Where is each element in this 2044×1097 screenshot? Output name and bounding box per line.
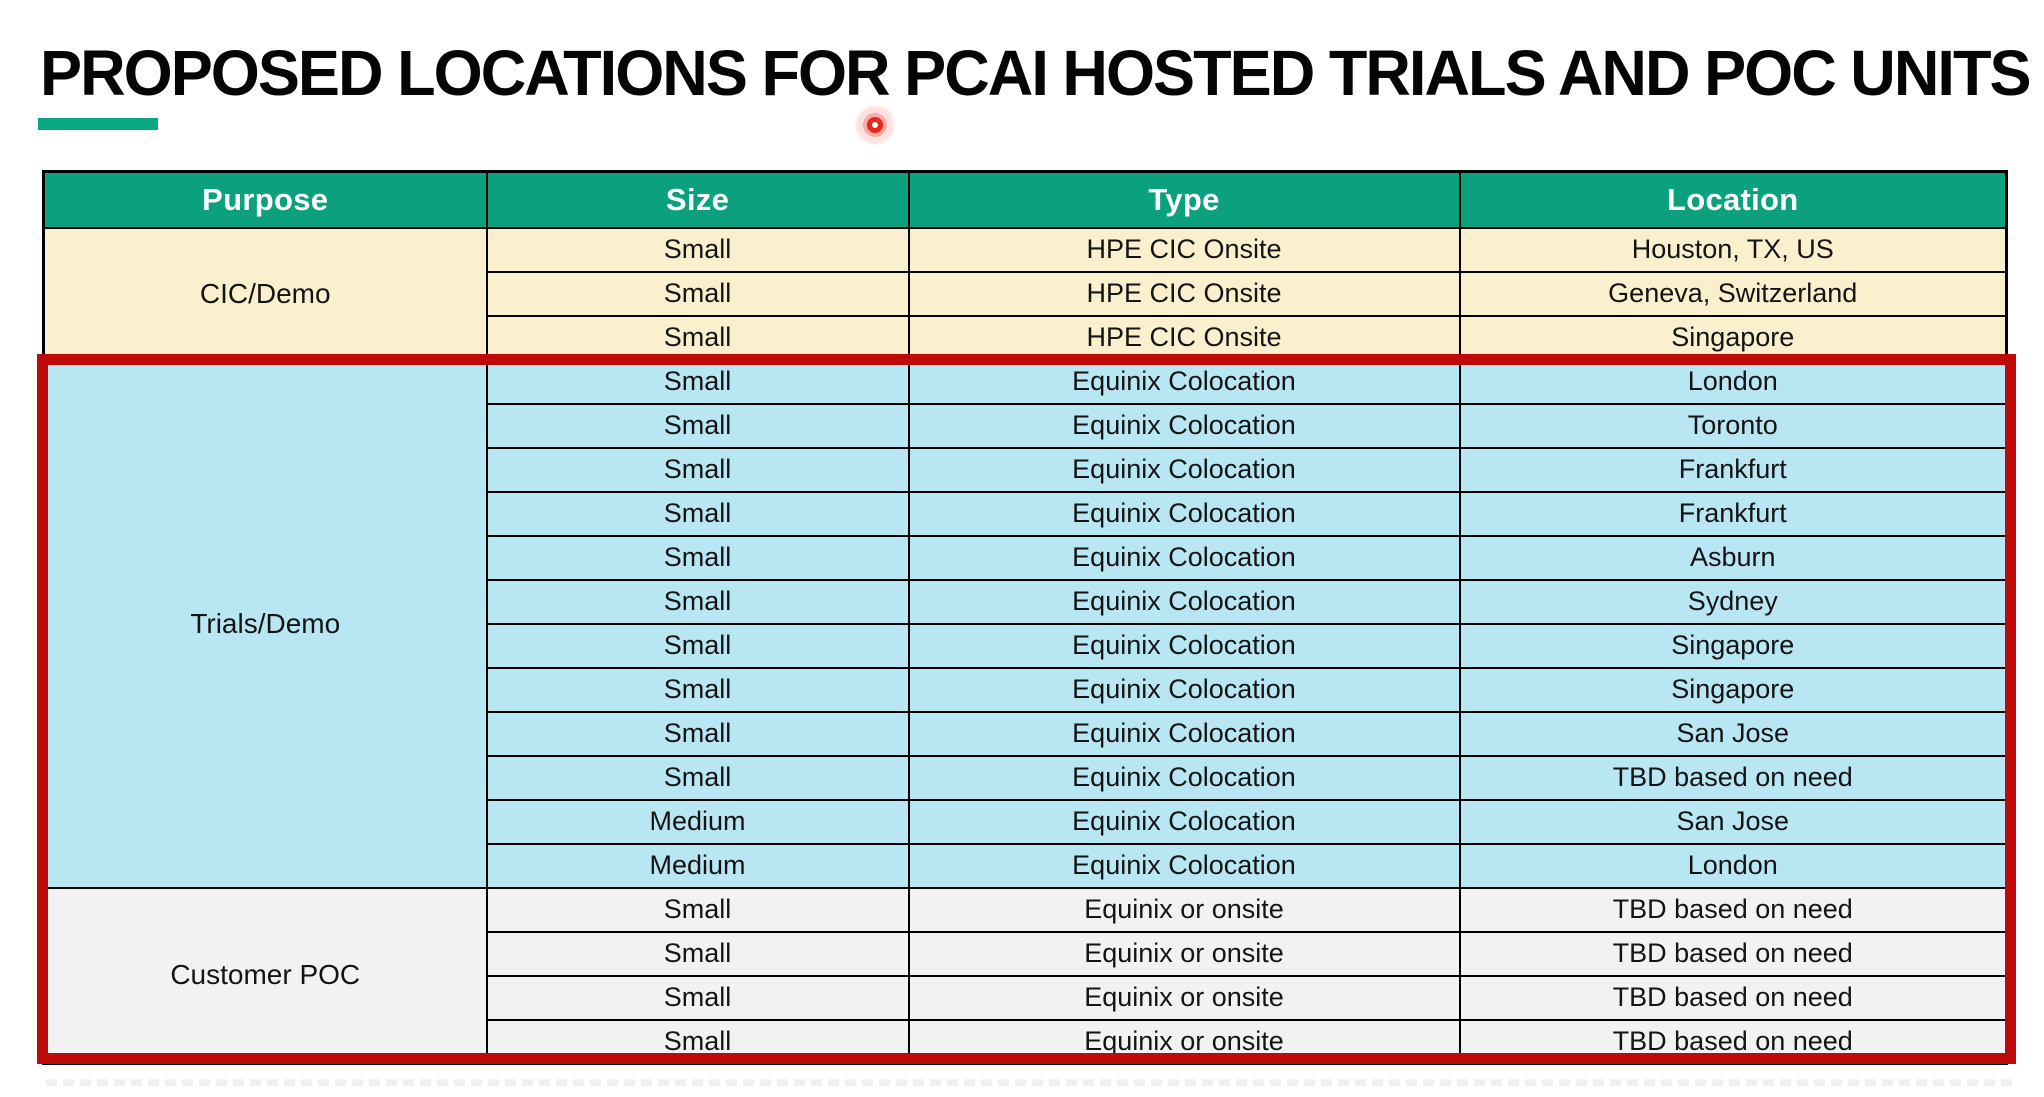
table-row: Small Equinix or onsite TBD based on need [44,930,2008,977]
cell-type: HPE CIC Onsite [907,226,1461,273]
cell-size: Small [485,578,910,625]
column-header-location: Location [1458,170,2008,229]
cell-type: Equinix Colocation [907,490,1461,537]
table-row: Small Equinix Colocation Toronto [44,402,2008,449]
table-row: Small HPE CIC Onsite Singapore [44,314,2008,361]
column-header-purpose: Purpose [42,170,488,229]
cell-size: Small [485,710,910,757]
group-purpose-cell: Customer POC [42,886,488,1065]
cell-location: Singapore [1458,666,2008,713]
cell-location: Houston, TX, US [1458,226,2008,273]
cell-type: Equinix or onsite [907,974,1461,1021]
title-underline-accent [38,118,158,130]
cell-size: Small [485,666,910,713]
cell-location: Sydney [1458,578,2008,625]
cell-size: Small [485,974,910,1021]
cell-size: Small [485,886,910,933]
cell-location: TBD based on need [1458,930,2008,977]
cell-location: London [1458,358,2008,405]
cell-size: Small [485,930,910,977]
cell-location: Toronto [1458,402,2008,449]
cell-type: HPE CIC Onsite [907,314,1461,361]
page-title: PROPOSED LOCATIONS FOR PCAI HOSTED TRIAL… [40,36,2032,110]
locations-table: Purpose Size Type Location CIC/Demo Small HPE… [42,170,2008,1065]
cell-type: Equinix Colocation [907,842,1461,889]
table-row: Medium Equinix Colocation San Jose [44,798,2008,845]
cell-type: Equinix Colocation [907,534,1461,581]
cell-size: Medium [485,798,910,845]
cell-type: Equinix Colocation [907,402,1461,449]
table-row: Medium Equinix Colocation London [44,842,2008,889]
cell-size: Small [485,754,910,801]
cell-type: Equinix Colocation [907,446,1461,493]
cell-location: TBD based on need [1458,974,2008,1021]
cell-size: Small [485,270,910,317]
column-header-type: Type [907,170,1461,229]
table-row: Small Equinix Colocation Frankfurt [44,446,2008,493]
table-row: Small Equinix Colocation Asburn [44,534,2008,581]
cell-size: Small [485,402,910,449]
page-title-text: PROPOSED LOCATIONS FOR PCAI HOSTED TRIAL… [40,37,2032,109]
cell-type: Equinix or onsite [907,930,1461,977]
cell-location: TBD based on need [1458,1018,2008,1065]
cell-size: Small [485,358,910,405]
cell-location: TBD based on need [1458,754,2008,801]
group-purpose-cell: Trials/Demo [42,358,488,889]
cell-type: Equinix Colocation [907,578,1461,625]
cell-type: Equinix Colocation [907,710,1461,757]
cell-location: Geneva, Switzerland [1458,270,2008,317]
cell-type: Equinix Colocation [907,666,1461,713]
cell-size: Small [485,314,910,361]
cell-location: Asburn [1458,534,2008,581]
table-row: Small Equinix Colocation Singapore [44,666,2008,713]
cell-type: Equinix or onsite [907,1018,1461,1065]
table-row: Small Equinix Colocation Frankfurt [44,490,2008,537]
cell-location: Singapore [1458,622,2008,669]
cell-location: TBD based on need [1458,886,2008,933]
table-row: Trials/Demo Small Equinix Colocation London [42,358,2008,889]
cell-location: Singapore [1458,314,2008,361]
table-row: Small Equinix Colocation Singapore [44,622,2008,669]
column-header-size: Size [485,170,910,229]
table-row: Customer POC Small Equinix or onsite TBD ba… [42,886,2008,1065]
table-row: Small Equinix Colocation Sydney [44,578,2008,625]
cell-location: London [1458,842,2008,889]
cell-type: Equinix or onsite [907,886,1461,933]
header-row: Purpose Size Type Location [42,170,2008,229]
cell-location: San Jose [1458,798,2008,845]
cell-size: Medium [485,842,910,889]
table-row: Small Equinix or onsite TBD based on need [44,974,2008,1021]
cell-location: Frankfurt [1458,446,2008,493]
cell-size: Small [485,446,910,493]
cell-type: HPE CIC Onsite [907,270,1461,317]
bottom-dashed-divider [46,1079,2012,1086]
group-purpose-cell: CIC/Demo [42,226,488,361]
cell-location: San Jose [1458,710,2008,757]
cell-location: Frankfurt [1458,490,2008,537]
cell-size: Small [485,490,910,537]
cell-type: Equinix Colocation [907,798,1461,845]
table-row: Small Equinix Colocation San Jose [44,710,2008,757]
cell-size: Small [485,534,910,581]
cell-type: Equinix Colocation [907,754,1461,801]
table-row: CIC/Demo Small HPE CIC Onsite Houston, TX, … [42,226,2008,361]
cell-type: Equinix Colocation [907,358,1461,405]
table-row: Small Equinix Colocation TBD based on need [44,754,2008,801]
cell-size: Small [485,226,910,273]
table-row: Small HPE CIC Onsite Geneva, Switzerland [44,270,2008,317]
cell-size: Small [485,1018,910,1065]
cell-type: Equinix Colocation [907,622,1461,669]
cell-size: Small [485,622,910,669]
